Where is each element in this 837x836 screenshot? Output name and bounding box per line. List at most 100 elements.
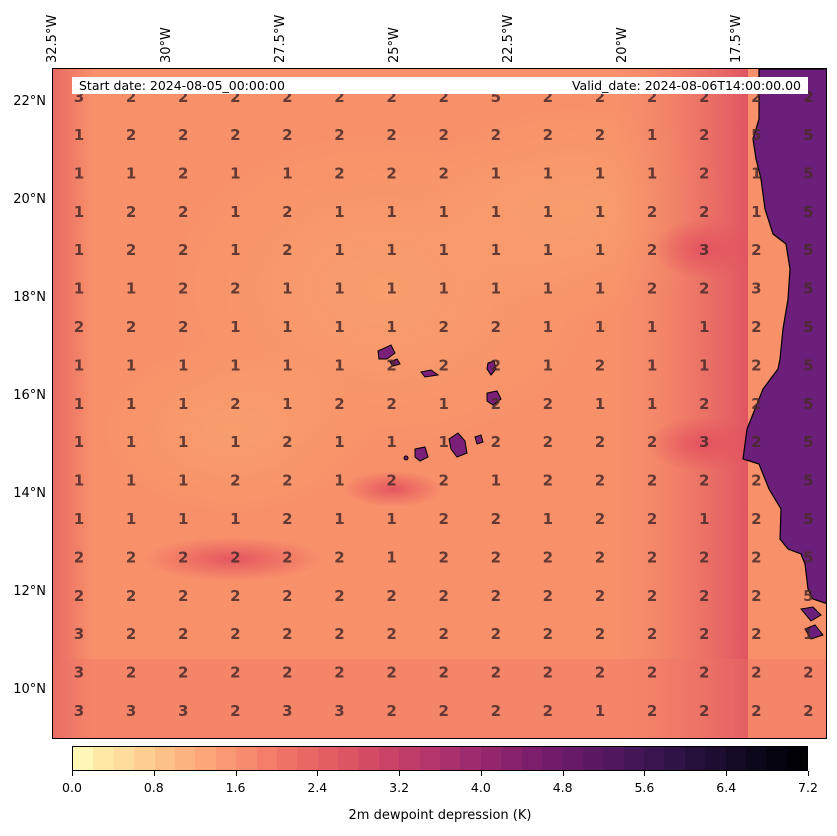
grid-value: 2	[699, 472, 709, 490]
grid-value: 1	[178, 510, 188, 528]
colorbar-tick	[399, 771, 401, 776]
grid-value: 1	[386, 241, 396, 259]
grid-value: 2	[699, 395, 709, 413]
grid-value: 1	[699, 510, 709, 528]
grid-value: 1	[543, 318, 553, 336]
grid-value: 1	[386, 203, 396, 221]
grid-value: 2	[699, 625, 709, 643]
grid-value: 2	[595, 126, 605, 144]
colorbar-tick-label: 0.0	[62, 780, 82, 795]
grid-value: 2	[386, 395, 396, 413]
grid-value: 1	[178, 395, 188, 413]
grid-value: 2	[74, 587, 84, 605]
grid-value: 3	[699, 241, 709, 259]
colorbar-tick-label: 5.6	[634, 780, 655, 795]
colorbar-segment	[276, 747, 298, 770]
grid-value: 1	[595, 702, 605, 720]
field-light-patch	[93, 339, 373, 519]
grid-value: 2	[751, 664, 761, 682]
africa-land	[742, 69, 826, 604]
grid-value: 2	[386, 356, 396, 374]
colorbar-title: 2m dewpoint depression (K)	[348, 808, 532, 823]
grid-value: 1	[595, 280, 605, 298]
grid-value: 2	[491, 433, 501, 451]
grid-value: 2	[334, 164, 344, 182]
colorbar-segment	[419, 747, 441, 770]
grid-value: 1	[334, 241, 344, 259]
grid-value: 1	[334, 510, 344, 528]
grid-value: 2	[438, 126, 448, 144]
grid-value: 1	[647, 164, 657, 182]
grid-value: 2	[282, 241, 292, 259]
grid-value: 2	[491, 510, 501, 528]
grid-value: 2	[126, 587, 136, 605]
grid-value-partial: 2	[647, 88, 657, 106]
grid-value: 2	[178, 625, 188, 643]
grid-value: 1	[386, 318, 396, 336]
grid-value: 3	[178, 702, 188, 720]
colorbar-tick-label: 4.0	[470, 780, 491, 795]
grid-value: 1	[74, 126, 84, 144]
grid-value: 2	[230, 126, 240, 144]
grid-value: 1	[595, 164, 605, 182]
grid-value: 2	[699, 548, 709, 566]
value-grid: 3 2 2 2 2 2 2 2 5 2 2 2 2 2 2 1 2 2 2 2 2 2 2 2 2 2 1 2 5 5 1 1 2 1 1 2 2 2 1 1…	[74, 88, 814, 720]
grid-value: 2	[282, 664, 292, 682]
colorbar-segment	[623, 747, 644, 770]
grid-value-partial: 2	[386, 88, 396, 106]
grid-value: 1	[595, 241, 605, 259]
grid-value: 2	[438, 164, 448, 182]
grid-value: 1	[126, 164, 136, 182]
colorbar-segment	[236, 747, 257, 770]
grid-value: 1	[334, 280, 344, 298]
grid-value: 3	[282, 702, 292, 720]
colorbar-segment	[501, 747, 522, 770]
colorbar-segment	[766, 747, 787, 770]
grid-value: 5	[803, 241, 813, 259]
colorbar-tick-label: 7.2	[798, 780, 818, 795]
grid-value: 1	[334, 433, 344, 451]
map-canvas: 3 2 2 2 2 2 2 2 5 2 2 2 2 2 2 1 2 2 2 2 2 2 2 2 2 2 1 2 5 5 1 1 2 1 1 2 2 2 1 1…	[53, 69, 826, 738]
grid-value-partial: 5	[491, 88, 501, 106]
grid-value: 5	[803, 203, 813, 221]
grid-value: 3	[334, 702, 344, 720]
grid-value: 2	[386, 625, 396, 643]
grid-value: 1	[74, 164, 84, 182]
grid-value: 2	[386, 164, 396, 182]
grid-value: 2	[334, 625, 344, 643]
colorbar-segment	[541, 747, 563, 770]
grid-value: 2	[126, 625, 136, 643]
grid-value: 1	[282, 280, 292, 298]
grid-value: 2	[751, 433, 761, 451]
grid-value: 1	[699, 356, 709, 374]
grid-value: 2	[282, 510, 292, 528]
grid-value: 5	[803, 472, 813, 490]
grid-value: 2	[491, 587, 501, 605]
grid-value: 3	[126, 702, 136, 720]
grid-value: 1	[491, 472, 501, 490]
grid-value: 2	[386, 472, 396, 490]
latitude-label: 14°N	[13, 486, 46, 502]
field-east-band	[613, 69, 748, 738]
colorbar-segment	[440, 747, 461, 770]
cape-verde-islands	[377, 344, 502, 462]
grid-value: 2	[438, 664, 448, 682]
grid-value: 2	[647, 433, 657, 451]
grid-value: 2	[438, 625, 448, 643]
latitude-label: 20°N	[13, 192, 46, 208]
grid-value: 5	[803, 126, 813, 144]
grid-value: 2	[438, 587, 448, 605]
grid-value: 2	[178, 126, 188, 144]
colorbar-segment	[460, 747, 481, 770]
grid-value: 2	[438, 472, 448, 490]
grid-value: 2	[491, 356, 501, 374]
grid-value: 2	[595, 433, 605, 451]
grid-value: 5	[803, 548, 813, 566]
grid-value: 2	[230, 587, 240, 605]
grid-value: 2	[126, 126, 136, 144]
colorbar-segment	[174, 747, 196, 770]
longitude-label: 20°W	[614, 27, 630, 63]
grid-value: 2	[126, 203, 136, 221]
grid-value-partial: 2	[334, 88, 344, 106]
grid-value: 2	[647, 280, 657, 298]
